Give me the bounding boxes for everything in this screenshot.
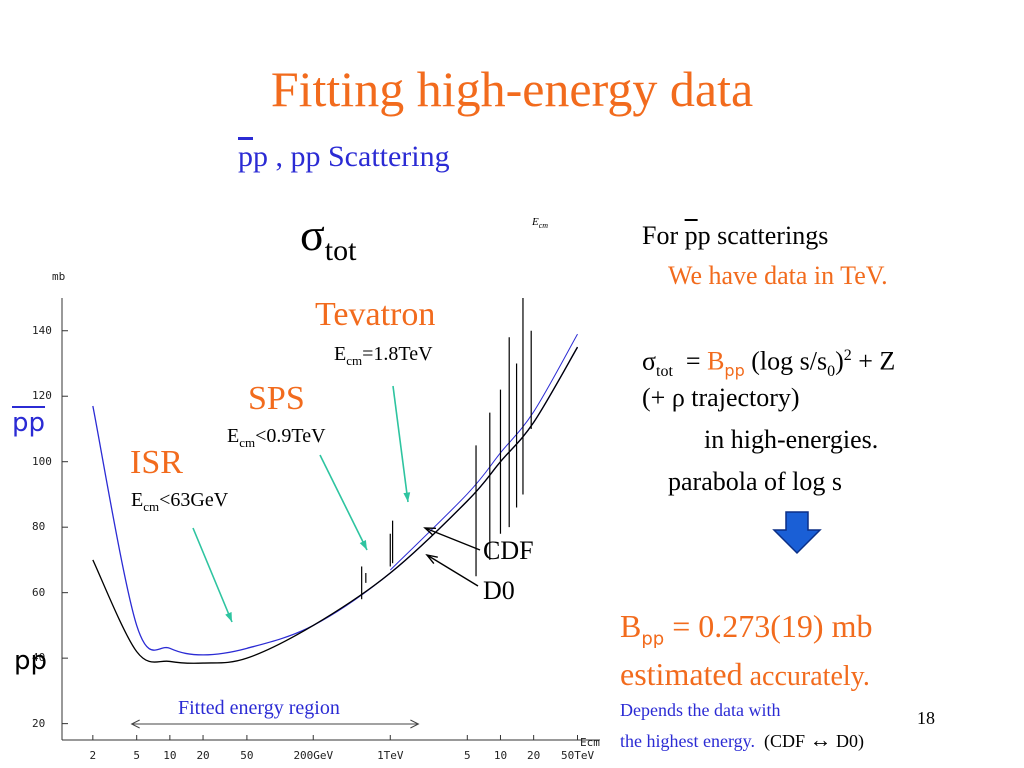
- cdf-arrow-head: [423, 527, 437, 536]
- fitted-region-arrowhead-right: [410, 719, 420, 729]
- chart-axes: [61, 298, 600, 741]
- x-tick-label: 50: [240, 749, 254, 762]
- fitted-region-arrowhead-left: [130, 719, 140, 729]
- result-value-line: Bpp = 0.273(19) mb: [620, 608, 873, 650]
- right-line-2: We have data in TeV.: [668, 261, 888, 290]
- right-line-1: For pp scatterings: [642, 221, 829, 250]
- isr-energy: Ecm<63GeV: [131, 489, 229, 514]
- y-tick-label: 40: [32, 651, 46, 665]
- series-band-upper: [389, 333, 578, 571]
- cdf-label: CDF: [483, 536, 534, 565]
- x-tick-label: 20: [527, 749, 541, 762]
- cdf-arrow: [424, 527, 481, 551]
- d0-arrow-head: [425, 553, 438, 565]
- d0-arrow: [426, 554, 479, 587]
- x-tick-label: 10: [493, 749, 508, 762]
- slide-title: Fitting high-energy data: [270, 61, 754, 117]
- estimated-line: estimated accurately.: [620, 656, 870, 692]
- isr-label: ISR: [130, 444, 183, 481]
- x-tick-label: 2: [89, 749, 97, 762]
- x-tick-label: 10: [163, 749, 177, 762]
- sps-arrow-head: [359, 540, 367, 550]
- high-energies-line: in high-energies.: [704, 425, 879, 454]
- x-tick-label: 1TeV: [377, 749, 404, 762]
- isr-arrow: [192, 527, 233, 623]
- sps-energy: Ecm<0.9TeV: [227, 425, 326, 450]
- tevatron-arrow: [392, 385, 409, 503]
- sigma-tot-label: σtot: [300, 209, 357, 267]
- tevatron-arrow-head: [403, 492, 411, 502]
- x-tick-label: 50TeV: [561, 749, 595, 762]
- isr-arrow-head: [225, 612, 232, 622]
- tevatron-energy: Ecm=1.8TeV: [334, 343, 433, 368]
- chart-marks: [130, 298, 532, 729]
- y-axis-label: mb: [52, 270, 66, 283]
- depends-line-1: Depends the data with: [620, 700, 781, 720]
- page-number: 18: [917, 708, 935, 728]
- y-tick-label: 120: [32, 389, 52, 403]
- formula-line: σtot = Bpp (log s/s0)2 + Z: [642, 346, 896, 380]
- y-tick-label: 100: [32, 454, 52, 468]
- rho-trajectory-line: (+ ρ trajectory): [642, 383, 800, 412]
- parabola-line: parabola of log s: [668, 467, 843, 496]
- d0-label: D0: [483, 576, 515, 605]
- depends-line-2: the highest energy. (CDF ↔ D0): [620, 727, 864, 752]
- sps-label: SPS: [248, 380, 305, 417]
- tevatron-label: Tevatron: [315, 296, 436, 333]
- y-tick-label: 20: [32, 716, 46, 730]
- x-tick-label: 5: [133, 749, 141, 762]
- x-tick-label: 5: [464, 749, 471, 762]
- y-tick-label: 140: [32, 323, 52, 337]
- slide-subtitle: pp , pp Scattering: [238, 140, 450, 173]
- series-label-pbar-p: pp: [12, 408, 46, 438]
- x-tick-label: 200GeV: [293, 749, 334, 762]
- y-tick-label: 80: [32, 520, 46, 534]
- series-label-pp: pp: [14, 646, 48, 676]
- series-line-pp: [92, 346, 579, 664]
- ecm-small-label: Ecm: [532, 216, 549, 231]
- y-tick-label: 60: [32, 585, 46, 599]
- x-tick-label: 20: [196, 749, 210, 762]
- fitted-region-label: Fitted energy region: [178, 697, 340, 719]
- chart-ticks: [62, 330, 579, 740]
- x-axis-label: Ecm: [580, 736, 600, 749]
- sps-arrow: [319, 454, 368, 551]
